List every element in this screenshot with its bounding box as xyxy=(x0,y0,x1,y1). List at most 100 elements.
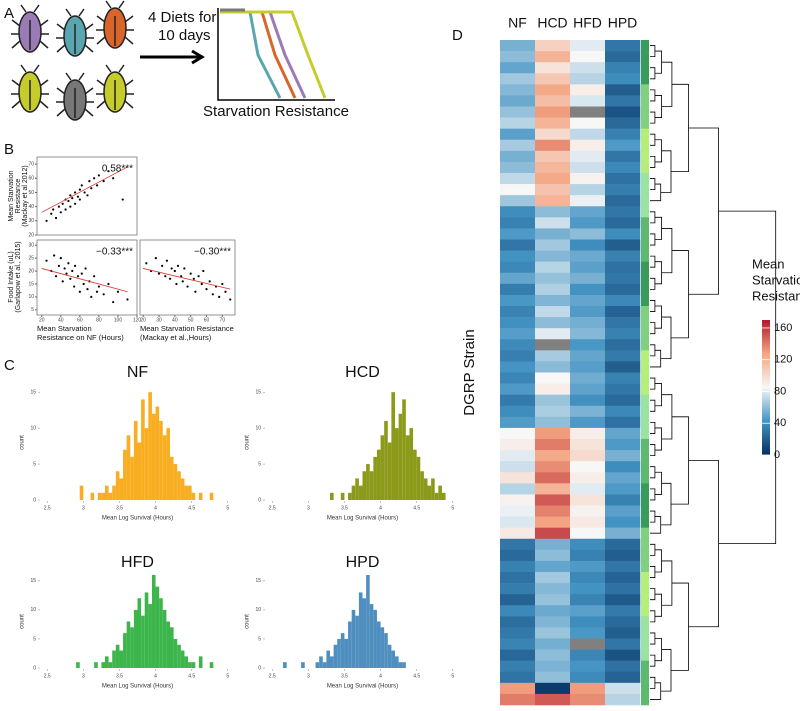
bar xyxy=(344,638,349,668)
dendrogram-branch xyxy=(650,488,656,501)
heat-cell xyxy=(535,272,571,285)
dendrogram-branch xyxy=(650,510,656,523)
y-tick-label: 60 xyxy=(28,176,34,182)
dendrogram-branch xyxy=(654,638,662,662)
point xyxy=(90,295,93,298)
x-axis-title: Mean Log Survival (Hours) xyxy=(102,684,173,690)
bar xyxy=(333,644,338,668)
cluster-strip xyxy=(641,40,649,52)
bar xyxy=(391,650,395,668)
heat-cell xyxy=(500,450,536,462)
heat-cell xyxy=(570,594,606,606)
cluster-strip xyxy=(641,228,649,240)
point xyxy=(80,184,83,187)
bar xyxy=(337,638,341,668)
heat-cell xyxy=(535,239,571,251)
heat-cell xyxy=(605,62,641,74)
cluster-strip xyxy=(641,272,649,285)
y-axis-title: Mean Starvation xyxy=(8,170,15,221)
heat-cell xyxy=(535,184,571,196)
heat-cell xyxy=(500,505,536,517)
dendrogram-branch xyxy=(650,344,656,357)
point xyxy=(197,275,200,278)
x-tick-label: 40 xyxy=(172,317,178,323)
y-axis-title: (Mackay et al 2012) xyxy=(22,165,29,226)
point xyxy=(78,198,81,201)
heat-cell xyxy=(570,461,606,473)
bar xyxy=(319,656,323,668)
heat-cell xyxy=(605,106,641,118)
point xyxy=(165,259,169,262)
point xyxy=(76,195,80,198)
heat-cell xyxy=(535,494,571,506)
bar xyxy=(123,449,127,500)
x-axis-title: Mean Log Survival (Hours) xyxy=(102,516,173,522)
bar xyxy=(148,392,152,500)
heat-cell xyxy=(570,95,606,107)
heat-cell xyxy=(535,483,571,495)
bar xyxy=(376,621,381,668)
x-tick-label: 120 xyxy=(133,317,142,323)
point xyxy=(176,264,180,267)
cluster-strip xyxy=(641,339,649,351)
point xyxy=(93,275,96,278)
heat-cell xyxy=(605,150,641,163)
y-axis-title: count xyxy=(20,614,26,629)
heat-cell xyxy=(535,372,571,384)
heat-cell xyxy=(570,671,606,684)
heat-cell xyxy=(535,73,571,85)
dendrogram-branch xyxy=(654,593,662,617)
heat-cell xyxy=(535,150,571,163)
bar xyxy=(123,633,127,668)
heat-cell xyxy=(500,416,536,429)
heat-cell xyxy=(605,638,641,650)
point xyxy=(45,259,48,262)
point xyxy=(95,184,99,187)
bar xyxy=(326,650,330,668)
bar xyxy=(413,449,417,500)
cluster-strip xyxy=(641,649,649,661)
bar xyxy=(427,485,432,500)
chart-title: HCD xyxy=(345,364,380,381)
heat-cell xyxy=(500,317,536,329)
y-tick-label: 0 xyxy=(258,497,261,503)
bar xyxy=(198,492,203,500)
bar xyxy=(173,638,178,668)
dendrogram-branch xyxy=(650,399,656,412)
heat-cell xyxy=(570,516,606,528)
heat-cell xyxy=(605,472,641,484)
y-tick-label: 5 xyxy=(33,636,36,642)
heat-cell xyxy=(605,483,641,495)
heat-cell xyxy=(500,361,536,373)
dendrogram-branch xyxy=(650,654,656,667)
bar xyxy=(373,609,377,668)
heat-cell xyxy=(570,450,606,462)
heat-cell xyxy=(535,339,571,351)
bar xyxy=(97,492,102,500)
x-tick-label: 60 xyxy=(77,317,83,323)
x-tick-label: 50 xyxy=(188,317,194,323)
bar xyxy=(398,413,403,500)
heat-cell xyxy=(500,372,536,384)
heat-cell xyxy=(535,516,571,528)
dendrogram-branch xyxy=(650,277,656,290)
point xyxy=(65,272,68,275)
dendrogram-branch xyxy=(650,516,662,534)
dendrogram-branch xyxy=(660,316,672,360)
heat-cell xyxy=(500,594,536,606)
bar xyxy=(184,485,189,500)
x-tick-label: 5 xyxy=(226,505,229,511)
chart-title: HFD xyxy=(121,554,154,571)
point xyxy=(71,197,74,200)
heat-cell xyxy=(500,427,536,440)
heat-cell xyxy=(570,239,606,251)
bar xyxy=(366,575,370,668)
heat-cell xyxy=(535,693,571,706)
y-tick-label: 10 xyxy=(255,607,261,613)
heat-cell xyxy=(570,583,606,595)
point xyxy=(50,212,53,215)
bar xyxy=(402,662,406,668)
heat-cell xyxy=(605,660,641,673)
colorbar-label: 160 xyxy=(774,322,792,334)
heat-cell xyxy=(500,106,536,118)
